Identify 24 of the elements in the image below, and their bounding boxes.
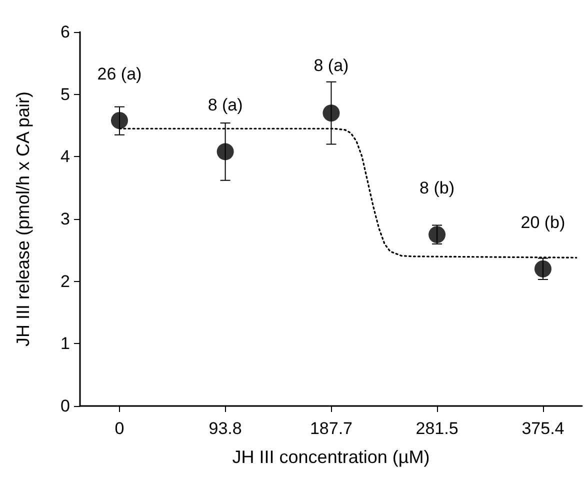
x-tick-label: 375.4	[522, 419, 564, 438]
y-tick-label: 6	[60, 22, 70, 42]
x-tick-label: 281.5	[416, 419, 458, 438]
y-tick-label: 2	[60, 272, 70, 291]
point	[322, 104, 340, 122]
y-tick-label: 0	[60, 396, 70, 416]
point	[428, 226, 446, 244]
annotation: 8 (a)	[314, 56, 349, 75]
annotation: 8 (b)	[420, 178, 455, 198]
y-tick-label: 1	[60, 334, 70, 354]
y-tick-label: 4	[60, 147, 70, 166]
x-axis-title: JH III concentration (µM)	[232, 447, 430, 467]
point	[216, 143, 234, 160]
annotation: 8 (a)	[208, 96, 243, 115]
annotation: 26 (a)	[97, 64, 142, 84]
y-tick-label: 3	[60, 210, 70, 228]
x-tick-label: 187.7	[310, 419, 352, 438]
y-axis-title: JH III release (pmol/h x CA pair)	[13, 91, 33, 347]
x-tick-label: 0	[114, 419, 124, 438]
x-tick-label: 93.8	[208, 419, 242, 438]
point	[534, 260, 552, 278]
annotation: 20 (b)	[520, 212, 566, 232]
point	[111, 112, 128, 130]
y-tick-label: 5	[60, 84, 70, 104]
